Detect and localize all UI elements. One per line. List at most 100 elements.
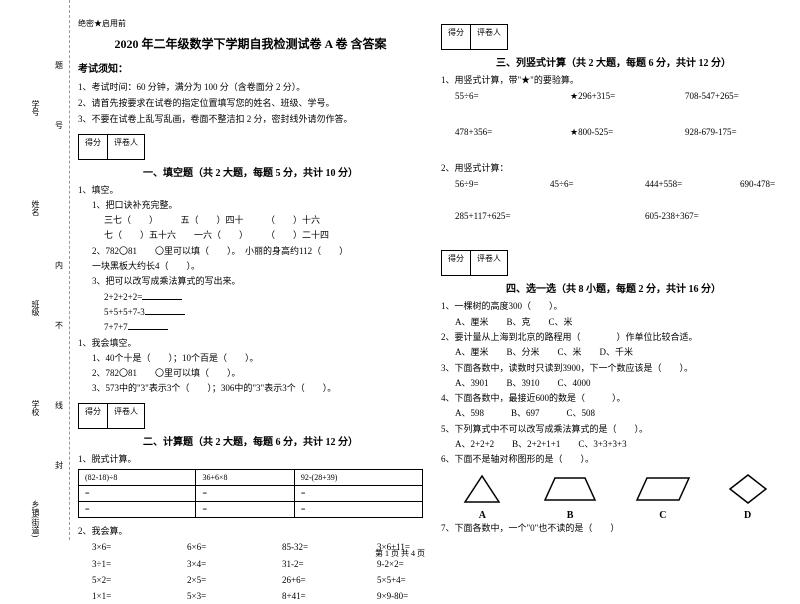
exam-title: 2020 年二年级数学下学期自我检测试卷 A 卷 含答案	[78, 35, 423, 52]
q1d2: 2、782〇81 〇里可以填（ ）。	[78, 366, 423, 381]
cell: =	[196, 502, 294, 518]
expr: 9×9-80=	[377, 588, 442, 604]
expr: 708-547+265=	[685, 88, 750, 104]
label-a: A	[457, 510, 507, 521]
q4-3o: A、3901 B、3910 C、4000	[441, 376, 786, 391]
expr: 8+41=	[282, 588, 347, 604]
expr: ★296+315=	[570, 88, 635, 104]
q4-4o: A、598 B、697 C、508	[441, 406, 786, 421]
expr: 7+7+7	[104, 322, 128, 332]
score-box: 得分 评卷人	[78, 134, 145, 160]
expr: 478+356=	[455, 124, 520, 140]
calc-row: 478+356= ★800-525= 928-679-175=	[441, 124, 786, 140]
reviewer-label: 评卷人	[471, 25, 507, 49]
expr: ★800-525=	[570, 124, 635, 140]
blank	[142, 299, 182, 300]
expr: 5+5+5+7-3	[104, 307, 145, 317]
score-label: 得分	[79, 404, 108, 428]
expr: 5×2=	[92, 572, 157, 588]
cell: =	[196, 486, 294, 502]
expr: 26+6=	[282, 572, 347, 588]
shape-a: A	[457, 472, 507, 521]
score-box: 得分 评卷人	[441, 24, 508, 50]
expr: 5×5+4=	[377, 572, 442, 588]
cell: =	[79, 486, 196, 502]
notice-item: 3、不要在试卷上乱写乱画，卷面不整洁扣 2 分，密封线外请勿作答。	[78, 111, 423, 127]
calc-row: 55÷6=★296+315=708-547+265=	[441, 88, 786, 104]
notice-header: 考试须知：	[78, 60, 423, 75]
expr: 1×1=	[92, 588, 157, 604]
calc-row: 5×2=2×5=26+6=5×5+4=	[78, 572, 423, 588]
field-school: 学校	[30, 400, 41, 416]
q4-2o: A、厘米 B、分米 C、米 D、千米	[441, 345, 786, 360]
cell: 36+6×8	[196, 470, 294, 486]
q1c1: 2+2+2+2=	[78, 290, 423, 305]
notice-item: 2、请首先按要求在试卷的指定位置填写您的姓名、班级、学号。	[78, 95, 423, 111]
q1a2: 七（ ）五十六 一六（ ） （ ）二十四	[78, 228, 423, 243]
expr: 56÷9=	[455, 176, 520, 192]
calc-table: (82-18)÷836+6×892-(28+39) === ===	[78, 469, 423, 518]
expr: 2×5=	[187, 572, 252, 588]
page-content: 绝密★启用前 2020 年二年级数学下学期自我检测试卷 A 卷 含答案 考试须知…	[78, 18, 788, 604]
q2-head: 1、脱式计算。	[78, 452, 423, 467]
seal-char: 号	[55, 120, 63, 131]
cell: =	[294, 486, 422, 502]
section-title-3: 三、列竖式计算（共 2 大题，每题 6 分，共计 12 分）	[441, 54, 786, 69]
binding-margin: 乡镇(街道) 学校 班级 姓名 学号 题 号 内 不 线 封	[0, 0, 70, 540]
section-title-1: 一、填空题（共 2 大题，每题 5 分，共计 10 分）	[78, 164, 423, 179]
score-label: 得分	[79, 135, 108, 159]
q4-6: 6、下面不是轴对称图形的是（ ）。	[441, 452, 786, 467]
q1d3: 3、573中的"3"表示3个（ ）；306中的"3"表示3个（ ）。	[78, 381, 423, 396]
page-footer: 第 1 页 共 4 页	[0, 548, 800, 559]
shape-b: B	[540, 472, 600, 521]
cell: 92-(28+39)	[294, 470, 422, 486]
field-id: 学号	[30, 100, 41, 116]
field-class: 班级	[30, 300, 41, 316]
expr	[550, 208, 615, 224]
notice-item: 1、考试时间：60 分钟，满分为 100 分（含卷面分 2 分）。	[78, 79, 423, 95]
shapes-row: A B C D	[441, 472, 786, 521]
expr: 690-478=	[740, 176, 800, 192]
left-column: 绝密★启用前 2020 年二年级数学下学期自我检测试卷 A 卷 含答案 考试须知…	[78, 18, 423, 604]
score-box: 得分 评卷人	[78, 403, 145, 429]
q4-5o: A、2+2+2 B、2+2+1+1 C、3+3+3+3	[441, 437, 786, 452]
seal-char: 封	[55, 460, 63, 471]
score-box: 得分 评卷人	[441, 250, 508, 276]
seal-char: 题	[55, 60, 63, 71]
secret-label: 绝密★启用前	[78, 18, 423, 29]
q4-7: 7、下面各数中，一个"0"也不读的是（ ）	[441, 521, 786, 536]
q4-4: 4、下面各数中，最接近600的数是（ ）。	[441, 391, 786, 406]
seal-char: 线	[55, 400, 63, 411]
field-township: 乡镇(街道)	[30, 500, 41, 537]
q3-head2: 2、用竖式计算：	[441, 161, 786, 176]
label-d: D	[726, 510, 770, 521]
q1b0: 一块黑板大约长4（ ）。	[78, 259, 423, 274]
blank	[128, 329, 168, 330]
expr: 605-238+367=	[645, 208, 710, 224]
score-label: 得分	[442, 251, 471, 275]
shape-d: D	[726, 472, 770, 521]
q1d: 1、我会填空。	[78, 336, 423, 351]
q1c: 3、把可以改写成乘法算式的写出来。	[78, 274, 423, 289]
expr: 45÷6=	[550, 176, 615, 192]
expr: 5×3=	[187, 588, 252, 604]
right-column: 得分 评卷人 三、列竖式计算（共 2 大题，每题 6 分，共计 12 分） 1、…	[441, 18, 786, 604]
q1a: 1、把口诀补充完整。	[78, 198, 423, 213]
cell: =	[294, 502, 422, 518]
field-name: 姓名	[30, 200, 41, 216]
calc-row: 1×1=5×3=8+41=9×9-80=	[78, 588, 423, 604]
q4-5: 5、下列算式中不可以改写成乘法算式的是（ ）。	[441, 422, 786, 437]
q4-1: 1、一棵树的高度300（ ）。	[441, 299, 786, 314]
blank	[145, 314, 185, 315]
label-c: C	[633, 510, 693, 521]
section-title-2: 二、计算题（共 2 大题，每题 6 分，共计 12 分）	[78, 433, 423, 448]
calc-row: 56÷9=45÷6=444+558=690-478=	[441, 176, 786, 192]
q1d1: 1、40个十是（ ）；10个百是（ ）。	[78, 351, 423, 366]
seal-char: 内	[55, 260, 63, 271]
cell: =	[79, 502, 196, 518]
expr: 928-679-175=	[685, 124, 750, 140]
seal-char: 不	[55, 320, 63, 331]
expr: 2+2+2+2=	[104, 292, 142, 302]
q4-1o: A、厘米 B、克 C、米	[441, 315, 786, 330]
section-title-4: 四、选一选（共 8 小题，每题 2 分，共计 16 分）	[441, 280, 786, 295]
